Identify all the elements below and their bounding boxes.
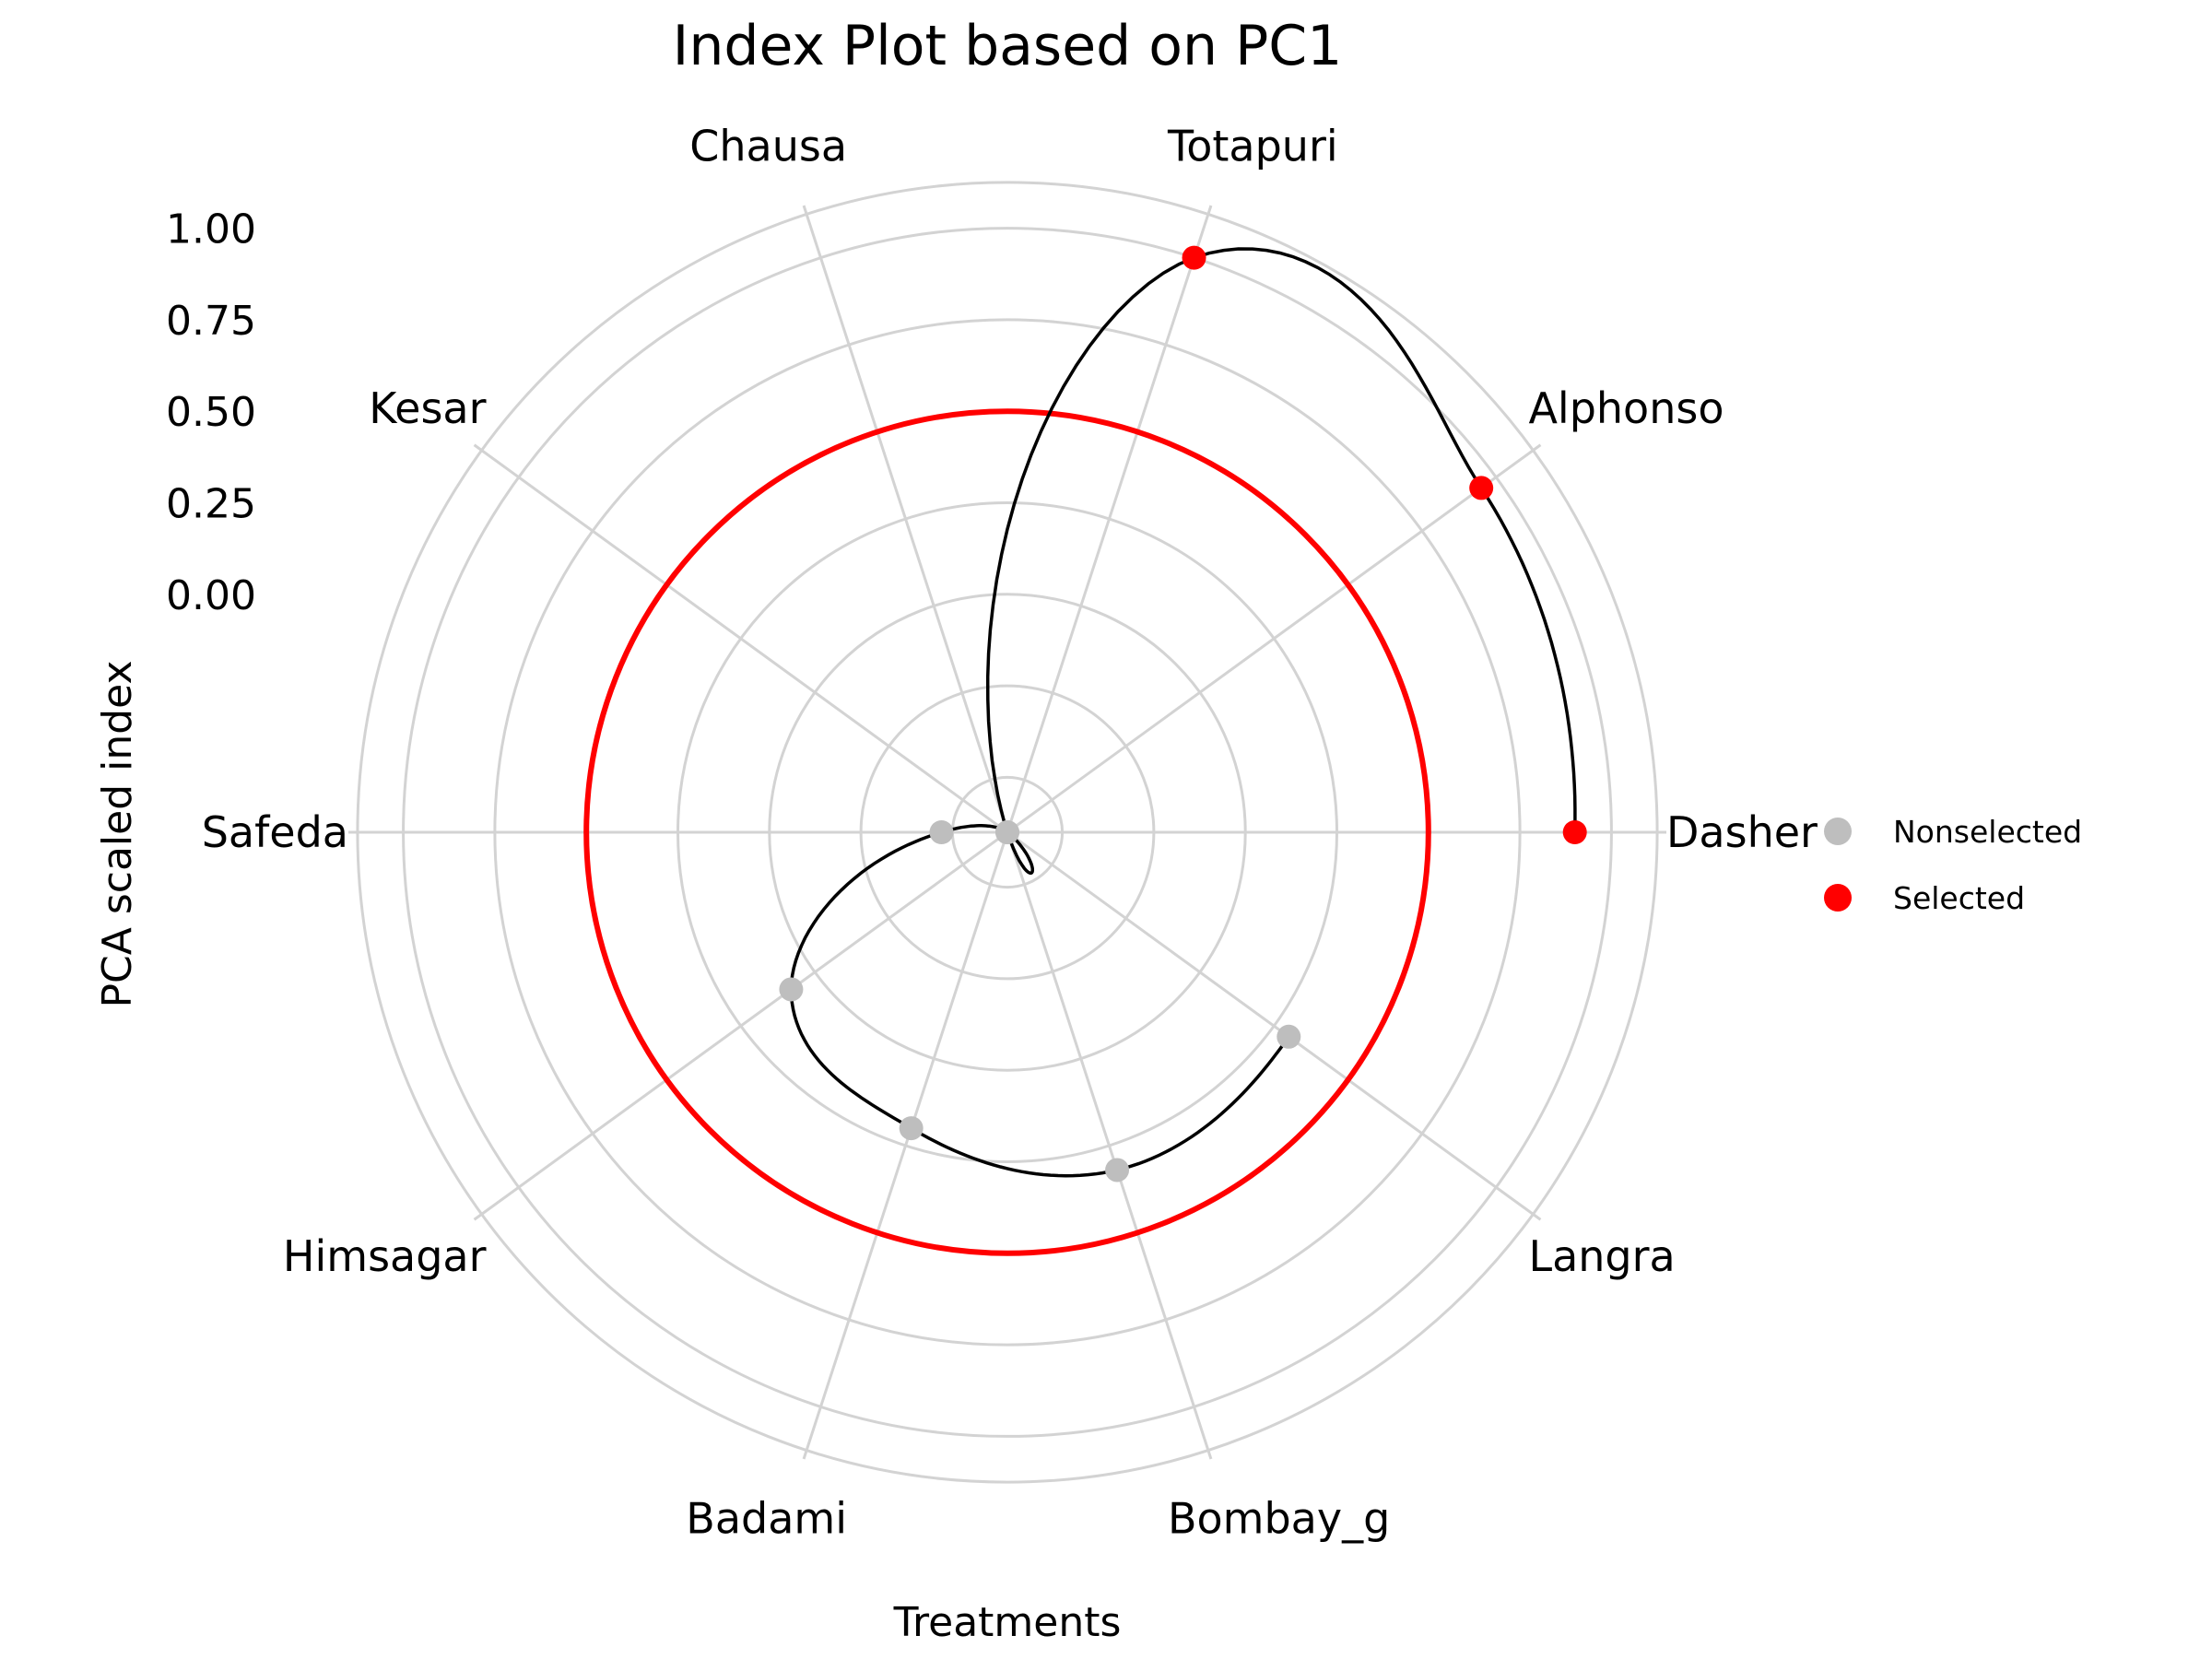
legend: Nonselected Selected — [1824, 814, 2082, 916]
category-label-himsagar: Himsagar — [283, 1231, 487, 1281]
point-kesar — [995, 820, 1019, 844]
spoke-totapuri — [1006, 205, 1213, 833]
spoke-kesar — [473, 443, 1008, 834]
category-label-safeda: Safeda — [202, 807, 348, 857]
data-points — [779, 245, 1587, 1182]
y-tick-labels: 0.00 0.25 0.50 0.75 1.00 — [166, 206, 256, 619]
legend-marker-nonselected — [1824, 818, 1852, 845]
category-label-badami: Badami — [686, 1494, 847, 1544]
point-dasher — [1562, 820, 1587, 844]
index-curve — [789, 247, 1577, 1178]
point-bombay_g — [1105, 1158, 1130, 1182]
y-tick-label: 0.50 — [166, 389, 256, 436]
spoke-alphonso — [1006, 443, 1542, 834]
spokes — [348, 205, 1666, 1460]
y-tick-label: 1.00 — [166, 206, 256, 253]
spoke-bombay_g — [1006, 831, 1213, 1460]
category-label-kesar: Kesar — [369, 383, 486, 433]
category-label-dasher: Dasher — [1666, 807, 1818, 857]
spoke-badami — [802, 831, 1009, 1460]
point-safeda — [929, 820, 954, 844]
spoke-himsagar — [473, 830, 1008, 1221]
category-label-bombay_g: Bombay_g — [1168, 1494, 1390, 1544]
point-langra — [1277, 1024, 1301, 1049]
legend-label-nonselected: Nonselected — [1893, 814, 2082, 850]
category-label-langra: Langra — [1528, 1231, 1675, 1281]
point-badami — [899, 1116, 924, 1141]
spoke-langra — [1006, 830, 1542, 1221]
point-totapuri — [1182, 245, 1206, 270]
y-tick-label: 0.75 — [166, 298, 256, 345]
category-label-alphonso: Alphonso — [1528, 383, 1724, 433]
y-tick-label: 0.25 — [166, 481, 256, 528]
y-axis-title: PCA scaled index — [94, 660, 141, 1007]
category-label-chausa: Chausa — [689, 121, 847, 171]
index-curve-group — [789, 247, 1577, 1178]
y-tick-label: 0.00 — [166, 572, 256, 619]
threshold-circle — [583, 408, 1431, 1256]
chart-title: Index Plot based on PC1 — [673, 14, 1343, 78]
threshold-circle-group — [583, 408, 1431, 1256]
point-alphonso — [1469, 476, 1494, 500]
x-axis-title: Treatments — [893, 1599, 1122, 1646]
legend-marker-selected — [1824, 884, 1852, 912]
legend-label-selected: Selected — [1893, 880, 2025, 916]
category-labels: Dasher Alphonso Totapuri Chausa Kesar Safeda H… — [202, 121, 1818, 1543]
category-label-totapuri: Totapuri — [1167, 121, 1338, 171]
point-himsagar — [779, 977, 804, 1002]
spoke-chausa — [802, 205, 1009, 833]
